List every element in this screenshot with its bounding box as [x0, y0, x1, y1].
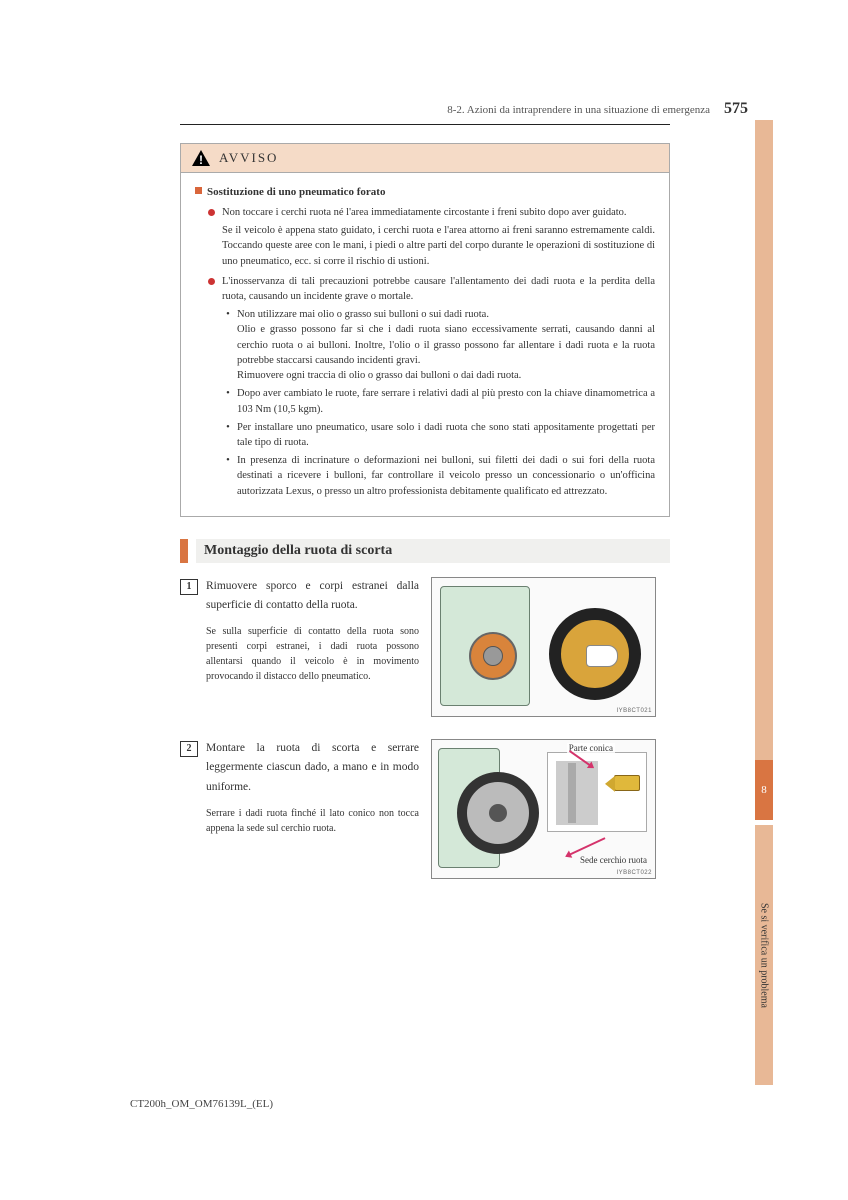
dash-subtext: Rimuovere ogni traccia di olio o grasso … — [237, 368, 655, 383]
content-column: ! AVVISO Sostituzione di uno pneumatico … — [180, 143, 670, 879]
dash-row: • Per installare uno pneumatico, usare s… — [223, 420, 655, 450]
section-heading: Montaggio della ruota di scorta — [180, 539, 670, 563]
step-number: 2 — [187, 743, 192, 754]
figure-2: Parte conica Sede cerchio ruota IYB8CT02… — [431, 739, 656, 879]
figure-brake-hub — [469, 632, 517, 680]
step-2: 2 Montare la ruota di scorta e serrare l… — [180, 739, 670, 879]
dash-text: Non utilizzare mai olio o grasso sui bul… — [237, 307, 655, 322]
figure-bolt-shaft — [568, 763, 576, 823]
section-label: 8-2. Azioni da intraprendere in una situ… — [447, 104, 710, 116]
step-1: 1 Rimuovere sporco e corpi estranei dall… — [180, 577, 670, 717]
page-content: 8-2. Azioni da intraprendere in una situ… — [0, 0, 848, 1200]
dash-icon: • — [223, 420, 233, 450]
page-number: 575 — [724, 100, 748, 118]
figure-wheel — [457, 772, 539, 854]
figure-spare-tire — [549, 608, 641, 700]
dash-text: In presenza di incrinature o deformazion… — [237, 453, 655, 499]
figure-hub-center — [483, 646, 503, 666]
dash-icon: • — [223, 386, 233, 416]
bullet-row: L'inosservanza di tali precauzioni potre… — [208, 274, 655, 304]
arrow-icon — [567, 837, 606, 857]
dash-row: • Dopo aver cambiato le ruote, fare serr… — [223, 386, 655, 416]
figure-wheel-nut — [614, 775, 640, 791]
warning-subhead: Sostituzione di uno pneumatico forato — [207, 185, 385, 201]
bullet-text: Non toccare i cerchi ruota né l'area imm… — [222, 205, 655, 220]
figure-detail-inset — [547, 752, 647, 832]
dash-icon: • — [223, 307, 233, 383]
step-text-column: Rimuovere sporco e corpi estranei dalla … — [206, 577, 431, 717]
figure-hand-icon — [586, 645, 618, 667]
dash-block: Non utilizzare mai olio o grasso sui bul… — [237, 307, 655, 383]
figure-wheel-hub — [489, 804, 507, 822]
svg-text:!: ! — [199, 153, 203, 167]
warning-icon: ! — [191, 149, 211, 167]
dash-text: Dopo aver cambiato le ruote, fare serrar… — [237, 386, 655, 416]
step-text-column: Montare la ruota di scorta e serrare leg… — [206, 739, 431, 879]
orange-square-icon — [195, 187, 202, 194]
dash-subtext: Olio e grasso possono far sì che i dadi … — [237, 322, 655, 368]
step-number-box: 1 — [180, 579, 198, 595]
page-header: 8-2. Azioni da intraprendere in una situ… — [130, 100, 768, 118]
figure-1: IYB8CT021 — [431, 577, 656, 717]
bullet-subtext: Se il veicolo è appena stato guidato, i … — [222, 223, 655, 269]
dash-icon: • — [223, 453, 233, 499]
callout-label-1: Parte conica — [567, 743, 615, 753]
dash-text: Per installare uno pneumatico, usare sol… — [237, 420, 655, 450]
warning-title: AVVISO — [219, 150, 278, 166]
warning-header: ! AVVISO — [181, 144, 669, 173]
step-detail-text: Se sulla superficie di contatto della ru… — [206, 624, 419, 684]
step-main-text: Rimuovere sporco e corpi estranei dalla … — [206, 577, 419, 616]
warning-body: Sostituzione di uno pneumatico forato No… — [181, 173, 669, 516]
dash-row: • In presenza di incrinature o deformazi… — [223, 453, 655, 499]
figure-code: IYB8CT022 — [616, 870, 652, 876]
step-number: 1 — [187, 581, 192, 592]
bullet-text: L'inosservanza di tali precauzioni potre… — [222, 274, 655, 304]
figure-code: IYB8CT021 — [616, 708, 652, 714]
dash-row: • Non utilizzare mai olio o grasso sui b… — [223, 307, 655, 383]
heading-accent-bar — [180, 539, 188, 563]
red-bullet-icon — [208, 278, 215, 285]
footer-document-code: CT200h_OM_OM76139L_(EL) — [130, 1098, 273, 1110]
callout-label-2: Sede cerchio ruota — [580, 855, 647, 866]
heading-text: Montaggio della ruota di scorta — [196, 539, 670, 563]
red-bullet-icon — [208, 209, 215, 216]
step-detail-text: Serrare i dadi ruota finché il lato coni… — [206, 806, 419, 836]
warning-subhead-row: Sostituzione di uno pneumatico forato — [195, 185, 655, 201]
header-rule — [180, 124, 670, 125]
bullet-row: Non toccare i cerchi ruota né l'area imm… — [208, 205, 655, 220]
warning-box: ! AVVISO Sostituzione di uno pneumatico … — [180, 143, 670, 517]
step-number-box: 2 — [180, 741, 198, 757]
figure-vehicle-body — [440, 586, 530, 706]
step-main-text: Montare la ruota di scorta e serrare leg… — [206, 739, 419, 798]
